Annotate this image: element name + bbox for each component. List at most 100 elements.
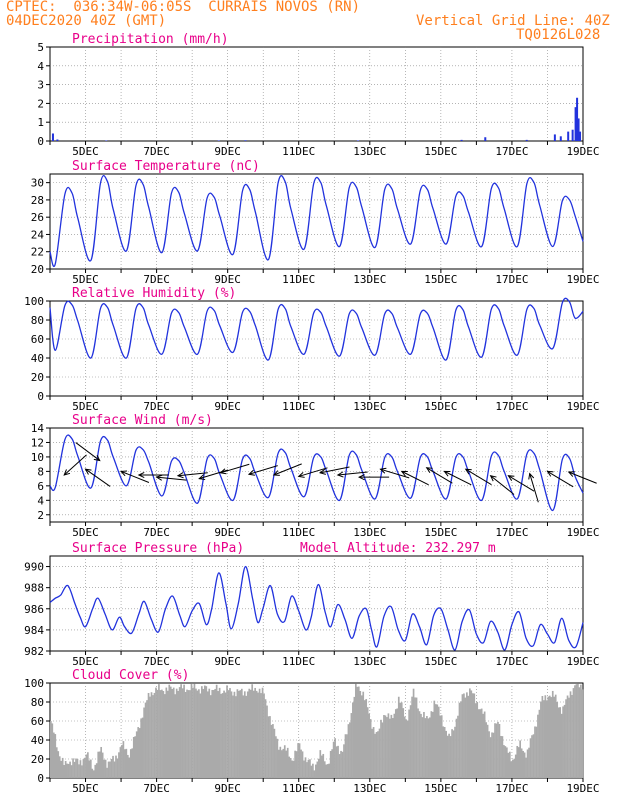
humidity-xtick-label: 19DEC — [566, 400, 599, 413]
cloud-bar — [317, 758, 320, 778]
cloud-bar — [497, 721, 499, 778]
precipitation-bar — [567, 131, 570, 141]
cloud-bar — [511, 760, 514, 778]
cloud-bar — [212, 690, 215, 778]
cloud-xtick-label: 19DEC — [566, 782, 599, 795]
cloud-bar — [357, 686, 360, 778]
pressure-frame — [49, 555, 584, 652]
cloud-bar — [470, 690, 473, 778]
wind-vector-head — [443, 470, 451, 477]
cloud-bar — [313, 770, 316, 778]
cloud-bar — [426, 716, 428, 778]
temperature-xtick-label: 5DEC — [72, 273, 99, 286]
cloud-bar — [124, 749, 126, 778]
cloud-bar — [343, 744, 345, 778]
cloud-bar — [217, 691, 219, 778]
wind-ytick-label: 4 — [37, 494, 44, 507]
humidity-xtick-label: 9DEC — [214, 400, 241, 413]
cloud-bar — [226, 685, 228, 778]
cloud-bar — [347, 724, 350, 778]
cloud-bar — [405, 719, 408, 778]
cloud-bar — [224, 692, 227, 778]
cloud-bar — [430, 711, 433, 778]
cloud-bar — [92, 770, 95, 778]
temperature-xtick-label: 15DEC — [424, 273, 457, 286]
cloud-bar — [378, 728, 381, 778]
wind-xtick-label: 5DEC — [72, 526, 99, 539]
cloud-bar — [156, 689, 159, 778]
wind-vector-head — [272, 470, 280, 476]
wind-vector — [337, 471, 368, 476]
cloud-bar — [366, 707, 369, 778]
cloud-bar — [235, 696, 237, 778]
cloud-bar — [270, 724, 273, 778]
cloud-bar — [218, 687, 221, 778]
cloud-bar — [89, 759, 92, 778]
cloud-bar — [476, 701, 479, 778]
precipitation-bar — [460, 139, 463, 141]
cloud-bar — [406, 720, 409, 778]
humidity-xtick-label: 7DEC — [143, 400, 170, 413]
cloud-bar — [415, 697, 418, 778]
cloud-bar — [72, 758, 74, 778]
cloud-bar — [408, 709, 410, 778]
cloud-bar — [201, 686, 203, 778]
humidity-xtick-label: 17DEC — [495, 400, 528, 413]
cloud-bar — [517, 747, 520, 778]
cloud-bar — [574, 685, 576, 778]
cloud-bar — [158, 684, 160, 778]
humidity-ytick-label: 80 — [31, 314, 44, 327]
cloud-ytick-label: 0 — [37, 772, 44, 785]
temperature-xtick-label: 17DEC — [495, 273, 528, 286]
wind-vector — [490, 475, 515, 495]
cloud-bar — [557, 707, 560, 778]
temperature-series-line — [49, 175, 584, 267]
cloud-bar — [411, 696, 413, 778]
cloud-bar — [126, 754, 129, 778]
cloud-bar — [278, 749, 280, 778]
cloud-bar — [166, 690, 169, 778]
cloud-bar — [392, 718, 394, 778]
cloud-bar — [325, 764, 328, 778]
wind-vector-head — [507, 475, 515, 482]
cloud-bar — [504, 746, 507, 778]
cloud-bar — [485, 722, 487, 778]
cloud-bar — [63, 765, 66, 778]
wind-vector — [75, 442, 101, 461]
precipitation-bar — [56, 139, 59, 141]
wind-vector-head — [464, 468, 472, 475]
cloud-bar — [534, 726, 536, 778]
cloud-bar — [101, 752, 104, 778]
temperature-ytick-label: 24 — [31, 228, 45, 241]
precipitation-bar — [559, 136, 562, 141]
wind-xtick-label: 15DEC — [424, 526, 457, 539]
cloud-bar — [560, 713, 563, 778]
cloud-bar — [547, 696, 550, 778]
precipitation-xtick-label: 5DEC — [72, 145, 99, 158]
cloud-bar — [365, 699, 368, 778]
cloud-bar — [125, 748, 128, 778]
cloud-bar — [84, 757, 86, 778]
wind-vector-head — [425, 467, 433, 474]
cloud-bar — [149, 696, 151, 778]
cloud-bar — [494, 723, 496, 778]
cloud-xtick-label: 9DEC — [214, 782, 241, 795]
cloud-bar — [174, 694, 177, 778]
cloud-bar — [523, 752, 526, 778]
cloud-bar — [479, 709, 482, 778]
wind-vector — [508, 475, 535, 492]
wind-vector — [220, 463, 250, 474]
cloud-bar — [88, 760, 91, 778]
cloud-bar — [132, 736, 135, 778]
cloud-bar — [131, 748, 134, 778]
cloud-bar — [291, 760, 294, 778]
header-station: CPTEC: 036:34W-06:05S CURRAIS NOVOS (RN) — [6, 0, 361, 15]
cloud-bar — [532, 734, 535, 778]
cloud-bar — [488, 731, 490, 778]
cloud-xtick-label: 7DEC — [143, 782, 170, 795]
cloud-bar — [535, 726, 538, 778]
temperature-xtick-label: 7DEC — [143, 273, 170, 286]
cloud-bar — [309, 759, 311, 778]
cloud-bar — [540, 701, 542, 778]
cloud-bar — [446, 735, 449, 778]
